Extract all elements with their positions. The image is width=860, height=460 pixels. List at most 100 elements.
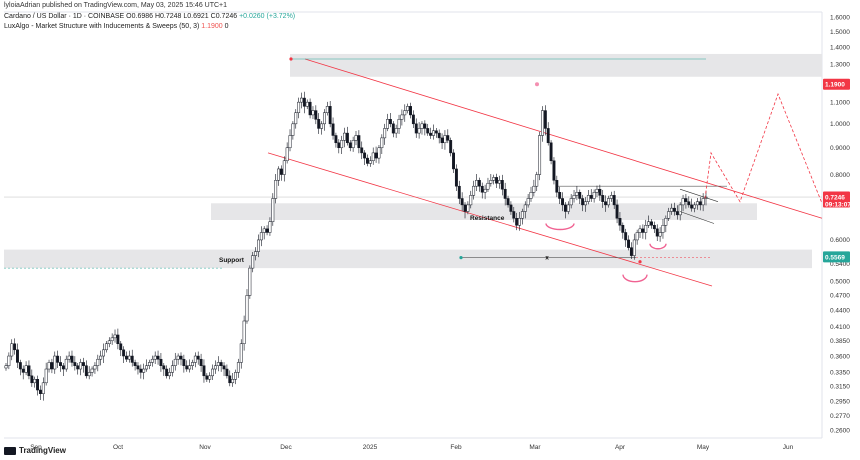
candle [254,247,258,261]
candle [366,154,369,167]
candle [24,361,28,376]
candle [205,373,209,383]
candle [73,356,77,371]
candle [279,165,283,181]
candle [394,124,398,138]
candle [196,351,200,365]
support-price-tag: 0.5569 [825,254,845,261]
candle [99,350,103,366]
candle [288,129,292,152]
candle [409,102,412,119]
candle [202,359,206,383]
indicator-name[interactable]: LuxAlgo - Market Structure with Induceme… [4,23,200,30]
current-price-tag: 0.7246 [825,194,845,201]
candle [612,190,616,210]
candle [211,364,215,380]
candle [687,196,691,208]
candle [446,129,450,144]
time-tick-label: May [697,444,710,451]
price-tick-label: 0.2600 [830,427,850,434]
ohlc-low: L0.6921 [183,13,209,20]
candle [322,109,326,131]
candle [265,225,269,236]
candle [245,289,249,324]
candle [423,120,427,136]
candle [27,360,31,380]
candle [331,117,335,140]
support-label: Support [219,257,245,264]
candle [506,195,510,208]
candle [334,132,338,148]
candle [142,363,146,380]
candle [90,366,94,377]
candle [690,198,694,212]
time-tick-label: Mar [529,444,541,451]
candle [589,189,593,202]
candle [282,156,286,182]
candle [391,121,395,138]
candle [340,135,344,154]
candle [495,173,499,189]
candle [116,328,120,350]
candle [119,341,123,357]
candle [271,193,275,226]
candle [297,97,301,119]
candle [644,219,648,240]
candle [274,174,278,204]
candle [110,333,114,345]
candle [325,101,329,116]
resistance-label: Resistance [470,215,505,222]
sweep-x-marker: x [545,255,549,262]
candle [538,131,542,181]
candle [300,92,303,109]
candle [351,136,355,152]
candle [208,372,212,383]
candle [257,234,260,258]
candle [239,339,243,369]
candle [592,189,596,203]
sweep-start-marker [459,256,463,260]
candle [675,205,679,220]
candle [475,174,478,192]
sweep-highlight-2 [622,274,648,283]
candle [236,358,240,378]
candle [170,360,174,377]
ohlc-close: C0.7246 [210,13,238,20]
candle [185,360,189,372]
candle [50,358,54,374]
candle [53,351,57,374]
price-tick-label: 0.6000 [830,237,850,244]
ohlc-open: O0.6986 [126,13,154,20]
candle [82,357,85,373]
candle [107,337,111,348]
candle [695,198,699,210]
price-change: +0.0260 (+3.72%) [239,13,296,20]
candle [248,265,252,299]
candle [486,177,490,192]
candle [509,201,513,215]
candle [259,226,263,247]
candle [179,352,183,366]
candle [268,217,272,236]
candle [76,362,80,375]
candle [159,352,163,372]
candle [520,208,524,225]
candle [638,225,642,238]
indicator-value-2: 0 [224,23,229,30]
price-tick-label: 0.3350 [830,370,850,377]
candle [552,157,556,185]
candle [477,177,481,192]
brand-name: TradingView [19,446,66,455]
candle [463,202,467,219]
candle [572,189,576,203]
candle [664,215,668,233]
candle [584,197,587,212]
candle [371,147,375,165]
candle [503,182,507,206]
candle [4,362,8,371]
projection-path [704,92,823,204]
candle [400,109,404,126]
candle [348,140,352,152]
symbol-legend: Cardano / US Dollar · 1D · COINBASE O0.6… [4,13,295,20]
